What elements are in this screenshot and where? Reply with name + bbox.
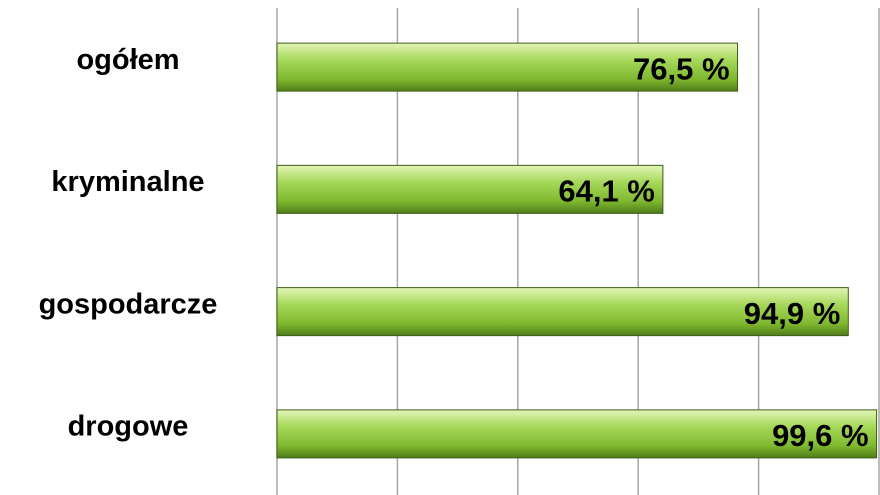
bar — [276, 42, 739, 92]
data-label: 94,9 % — [744, 296, 841, 331]
y-tick-label: kryminalne — [51, 166, 204, 198]
bar — [276, 409, 878, 459]
data-label: 99,6 % — [772, 418, 869, 453]
y-tick-label: ogółem — [76, 44, 179, 76]
data-label: 76,5 % — [633, 51, 730, 86]
y-tick-label: gospodarcze — [39, 288, 218, 320]
data-label: 64,1 % — [558, 174, 655, 209]
bar — [276, 164, 664, 214]
bar — [276, 287, 849, 337]
y-tick-label: drogowe — [68, 411, 189, 443]
